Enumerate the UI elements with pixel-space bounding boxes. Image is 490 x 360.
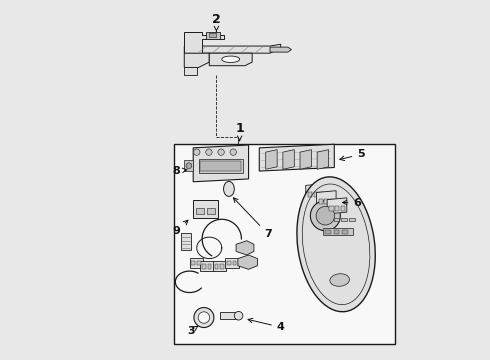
Polygon shape [317, 150, 329, 169]
Circle shape [218, 149, 224, 156]
Circle shape [186, 163, 192, 168]
Bar [324, 199, 329, 204]
Bar [335, 206, 339, 211]
Polygon shape [190, 257, 203, 267]
Ellipse shape [330, 274, 349, 286]
Polygon shape [270, 47, 292, 52]
Bar [318, 199, 323, 204]
Polygon shape [213, 261, 226, 271]
Polygon shape [327, 198, 347, 214]
Polygon shape [184, 67, 197, 75]
Text: 5: 5 [340, 149, 365, 161]
Bar [207, 207, 215, 214]
Circle shape [206, 149, 212, 156]
Bar [193, 200, 218, 217]
Bar [308, 192, 312, 197]
Bar [173, 144, 395, 344]
Polygon shape [184, 44, 281, 53]
Text: 4: 4 [248, 318, 285, 332]
Bar [330, 199, 334, 204]
Bar [323, 228, 353, 235]
Bar [334, 230, 339, 234]
Polygon shape [259, 144, 334, 171]
Circle shape [310, 201, 341, 231]
Bar [334, 218, 339, 221]
Text: 3: 3 [187, 326, 198, 336]
Bar [220, 312, 238, 319]
Polygon shape [236, 241, 254, 255]
Bar [325, 230, 331, 234]
Text: 9: 9 [172, 220, 188, 237]
Polygon shape [184, 53, 209, 67]
Bar [342, 230, 348, 234]
Text: 2: 2 [212, 13, 221, 31]
Polygon shape [193, 145, 248, 182]
Bar [314, 192, 318, 197]
Polygon shape [317, 191, 336, 207]
Circle shape [234, 311, 243, 320]
Polygon shape [225, 257, 239, 267]
Bar [202, 264, 206, 269]
Bar [197, 261, 201, 265]
Bar [192, 261, 195, 265]
Ellipse shape [223, 181, 234, 197]
Bar [181, 233, 191, 249]
Ellipse shape [222, 56, 240, 63]
Bar [329, 206, 334, 211]
Circle shape [230, 149, 237, 156]
Polygon shape [184, 32, 223, 53]
Polygon shape [283, 150, 294, 169]
Circle shape [194, 149, 200, 156]
Bar [341, 206, 345, 211]
Bar [209, 33, 217, 37]
Bar [206, 32, 220, 39]
Text: 6: 6 [343, 198, 362, 207]
Bar [319, 192, 323, 197]
Polygon shape [306, 184, 325, 200]
Polygon shape [238, 255, 258, 269]
Ellipse shape [297, 177, 375, 312]
Circle shape [198, 312, 210, 323]
Bar [220, 264, 224, 269]
Text: 7: 7 [233, 198, 272, 239]
Bar [200, 161, 242, 171]
Polygon shape [200, 261, 214, 271]
Circle shape [316, 206, 335, 225]
Bar [208, 264, 211, 269]
Polygon shape [184, 160, 193, 171]
Bar [196, 207, 204, 214]
Polygon shape [209, 53, 252, 66]
Bar [227, 261, 231, 265]
Bar [215, 264, 218, 269]
Polygon shape [266, 150, 277, 169]
Text: 1: 1 [235, 122, 244, 141]
Text: 8: 8 [172, 166, 187, 176]
Circle shape [194, 307, 214, 328]
Polygon shape [300, 150, 312, 169]
Bar [198, 159, 243, 173]
Bar [342, 218, 347, 221]
Bar [233, 261, 237, 265]
Bar [349, 218, 355, 221]
